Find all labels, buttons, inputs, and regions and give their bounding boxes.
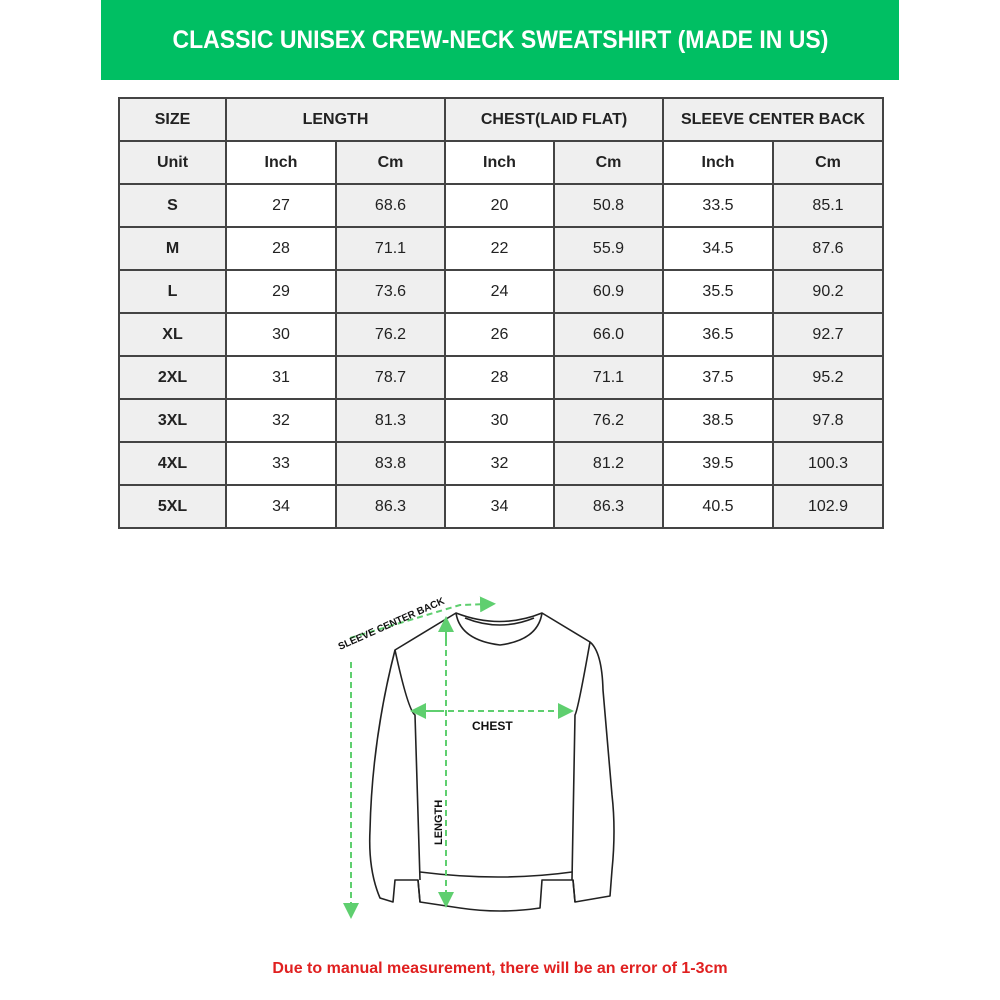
value-cell: 20 <box>444 183 555 228</box>
size-cell: S <box>118 183 227 228</box>
value-cell: 66.0 <box>553 312 664 357</box>
value-cell: 86.3 <box>335 484 446 529</box>
size-cell: 4XL <box>118 441 227 486</box>
value-cell: 81.2 <box>553 441 664 486</box>
table-row: S 27 68.6 20 50.8 33.5 85.1 <box>118 183 884 228</box>
title-banner: CLASSIC UNISEX CREW-NECK SWEATSHIRT (MAD… <box>101 0 899 80</box>
table-row: XL 30 76.2 26 66.0 36.5 92.7 <box>118 312 884 357</box>
value-cell: 71.1 <box>553 355 664 400</box>
value-cell: 95.2 <box>772 355 884 400</box>
value-cell: 34 <box>225 484 337 529</box>
size-chart-table: SIZE LENGTH CHEST(LAID FLAT) SLEEVE CENT… <box>118 97 884 529</box>
value-cell: 73.6 <box>335 269 446 314</box>
value-cell: 60.9 <box>553 269 664 314</box>
size-cell: 5XL <box>118 484 227 529</box>
size-cell: 2XL <box>118 355 227 400</box>
size-cell: M <box>118 226 227 271</box>
value-cell: 24 <box>444 269 555 314</box>
value-cell: 34.5 <box>662 226 774 271</box>
value-cell: 55.9 <box>553 226 664 271</box>
value-cell: 38.5 <box>662 398 774 443</box>
measurement-arrows <box>343 596 574 919</box>
value-cell: 85.1 <box>772 183 884 228</box>
value-cell: 83.8 <box>335 441 446 486</box>
table-row: 5XL 34 86.3 34 86.3 40.5 102.9 <box>118 484 884 529</box>
value-cell: 78.7 <box>335 355 446 400</box>
unit-label: Unit <box>118 140 227 185</box>
value-cell: 37.5 <box>662 355 774 400</box>
table-row: L 29 73.6 24 60.9 35.5 90.2 <box>118 269 884 314</box>
value-cell: 81.3 <box>335 398 446 443</box>
header-length: LENGTH <box>225 97 446 142</box>
size-cell: L <box>118 269 227 314</box>
value-cell: 31 <box>225 355 337 400</box>
measurement-note: Due to manual measurement, there will be… <box>272 960 728 977</box>
table-row: 4XL 33 83.8 32 81.2 39.5 100.3 <box>118 441 884 486</box>
value-cell: 36.5 <box>662 312 774 357</box>
value-cell: 32 <box>225 398 337 443</box>
value-cell: 92.7 <box>772 312 884 357</box>
header-sleeve: SLEEVE CENTER BACK <box>662 97 884 142</box>
value-cell: 102.9 <box>772 484 884 529</box>
value-cell: 71.1 <box>335 226 446 271</box>
value-cell: 26 <box>444 312 555 357</box>
unit-cell: Cm <box>335 140 446 185</box>
unit-row: Unit Inch Cm Inch Cm Inch Cm <box>118 140 884 185</box>
unit-cell: Inch <box>444 140 555 185</box>
unit-cell: Cm <box>772 140 884 185</box>
table-row: 2XL 31 78.7 28 71.1 37.5 95.2 <box>118 355 884 400</box>
chest-label: CHEST <box>472 719 513 733</box>
group-header-row: SIZE LENGTH CHEST(LAID FLAT) SLEEVE CENT… <box>118 97 884 142</box>
page-title: CLASSIC UNISEX CREW-NECK SWEATSHIRT (MAD… <box>172 25 828 54</box>
value-cell: 76.2 <box>553 398 664 443</box>
value-cell: 32 <box>444 441 555 486</box>
value-cell: 33.5 <box>662 183 774 228</box>
value-cell: 86.3 <box>553 484 664 529</box>
unit-cell: Inch <box>225 140 337 185</box>
value-cell: 39.5 <box>662 441 774 486</box>
table-row: M 28 71.1 22 55.9 34.5 87.6 <box>118 226 884 271</box>
header-size: SIZE <box>118 97 227 142</box>
value-cell: 87.6 <box>772 226 884 271</box>
value-cell: 29 <box>225 269 337 314</box>
value-cell: 100.3 <box>772 441 884 486</box>
value-cell: 30 <box>225 312 337 357</box>
value-cell: 40.5 <box>662 484 774 529</box>
size-cell: 3XL <box>118 398 227 443</box>
value-cell: 22 <box>444 226 555 271</box>
value-cell: 90.2 <box>772 269 884 314</box>
sweatshirt-outline-icon <box>368 612 615 912</box>
value-cell: 35.5 <box>662 269 774 314</box>
value-cell: 50.8 <box>553 183 664 228</box>
value-cell: 76.2 <box>335 312 446 357</box>
header-chest: CHEST(LAID FLAT) <box>444 97 664 142</box>
length-label: LENGTH <box>433 800 445 845</box>
value-cell: 97.8 <box>772 398 884 443</box>
value-cell: 68.6 <box>335 183 446 228</box>
size-cell: XL <box>118 312 227 357</box>
table-row: 3XL 32 81.3 30 76.2 38.5 97.8 <box>118 398 884 443</box>
unit-cell: Cm <box>553 140 664 185</box>
value-cell: 33 <box>225 441 337 486</box>
value-cell: 28 <box>444 355 555 400</box>
value-cell: 28 <box>225 226 337 271</box>
value-cell: 30 <box>444 398 555 443</box>
value-cell: 34 <box>444 484 555 529</box>
unit-cell: Inch <box>662 140 774 185</box>
sleeve-arrow <box>349 596 496 639</box>
sweatshirt-diagram: SLEEVE CENTER BACK CHEST LENGTH <box>337 596 615 919</box>
value-cell: 27 <box>225 183 337 228</box>
